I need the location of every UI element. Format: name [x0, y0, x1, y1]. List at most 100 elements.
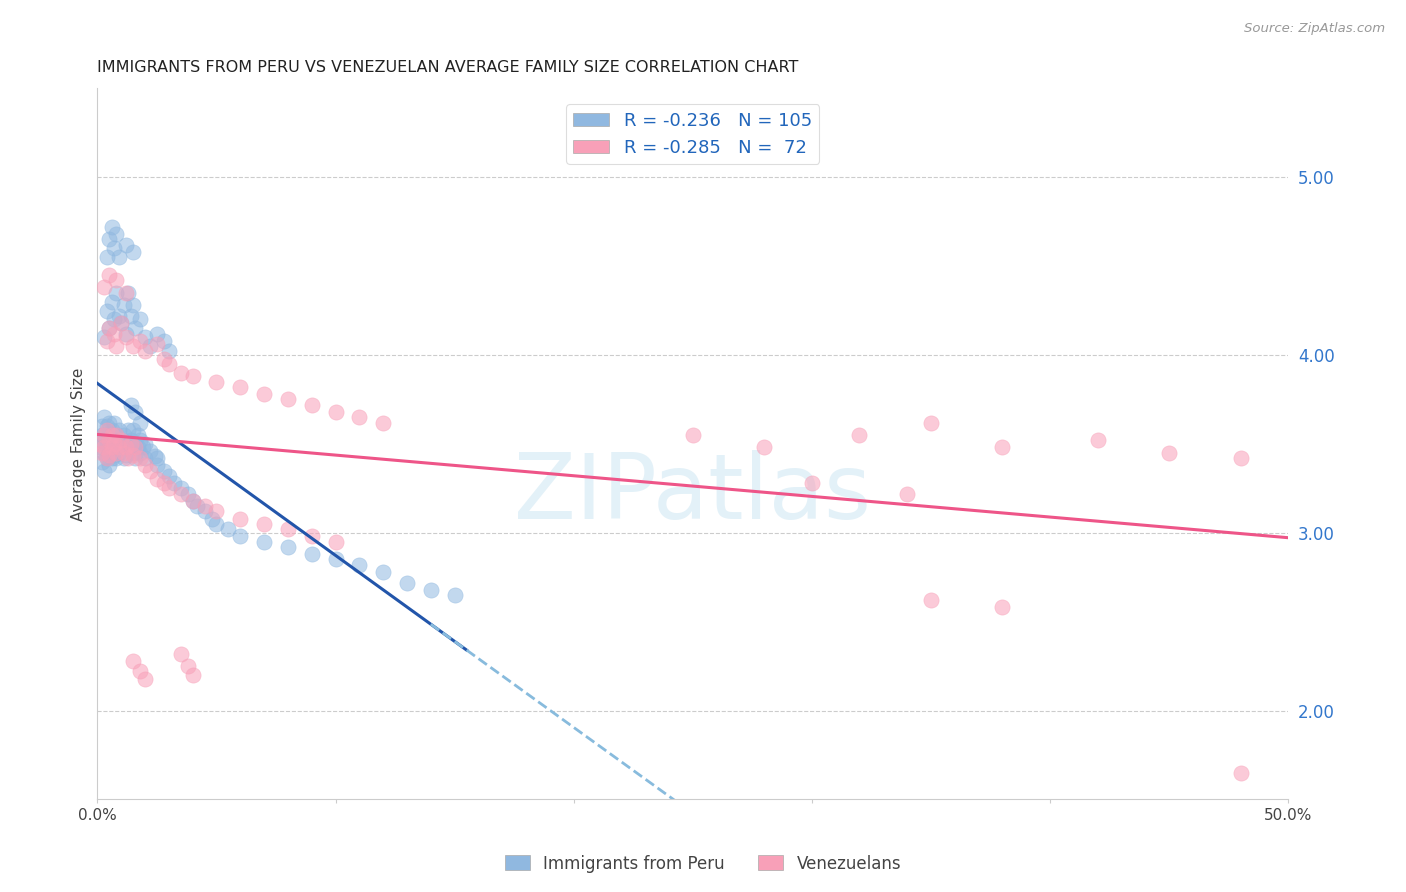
Point	[129, 446, 152, 460]
Point	[325, 552, 347, 566]
Point	[117, 451, 139, 466]
Point	[349, 558, 371, 572]
Point	[103, 326, 125, 341]
Point	[122, 654, 145, 668]
Point	[325, 534, 347, 549]
Point	[157, 468, 180, 483]
Point	[896, 486, 918, 500]
Point	[153, 463, 176, 477]
Point	[91, 428, 114, 442]
Point	[96, 250, 118, 264]
Point	[122, 423, 145, 437]
Point	[373, 565, 395, 579]
Point	[217, 522, 239, 536]
Point	[105, 428, 128, 442]
Point	[134, 451, 156, 466]
Point	[115, 237, 138, 252]
Point	[93, 330, 115, 344]
Point	[129, 416, 152, 430]
Point	[110, 316, 132, 330]
Point	[96, 303, 118, 318]
Point	[201, 511, 224, 525]
Point	[181, 369, 204, 384]
Point	[105, 227, 128, 241]
Point	[157, 357, 180, 371]
Point	[112, 428, 135, 442]
Point	[100, 219, 122, 234]
Point	[96, 451, 118, 466]
Point	[115, 326, 138, 341]
Point	[277, 392, 299, 407]
Point	[193, 504, 215, 518]
Point	[253, 534, 276, 549]
Point	[107, 441, 129, 455]
Point	[117, 423, 139, 437]
Point	[253, 516, 276, 531]
Point	[120, 309, 142, 323]
Point	[800, 475, 823, 490]
Point	[124, 451, 146, 466]
Point	[177, 486, 200, 500]
Point	[98, 428, 121, 442]
Point	[122, 339, 145, 353]
Point	[96, 334, 118, 348]
Point	[170, 647, 193, 661]
Point	[105, 428, 128, 442]
Point	[93, 428, 115, 442]
Point	[105, 451, 128, 466]
Point	[134, 672, 156, 686]
Point	[682, 428, 704, 442]
Point	[107, 437, 129, 451]
Point	[229, 511, 252, 525]
Point	[146, 458, 169, 473]
Point	[89, 434, 111, 448]
Point	[110, 434, 132, 448]
Point	[754, 441, 776, 455]
Point	[103, 437, 125, 451]
Point	[419, 582, 441, 597]
Point	[139, 339, 162, 353]
Point	[301, 529, 323, 543]
Point	[107, 250, 129, 264]
Point	[112, 298, 135, 312]
Text: IMMIGRANTS FROM PERU VS VENEZUELAN AVERAGE FAMILY SIZE CORRELATION CHART: IMMIGRANTS FROM PERU VS VENEZUELAN AVERA…	[97, 60, 799, 75]
Point	[98, 448, 121, 462]
Point	[395, 575, 418, 590]
Point	[110, 316, 132, 330]
Point	[146, 451, 169, 466]
Point	[134, 458, 156, 473]
Point	[96, 419, 118, 434]
Point	[1229, 451, 1251, 466]
Point	[122, 244, 145, 259]
Point	[93, 410, 115, 425]
Point	[98, 446, 121, 460]
Point	[91, 446, 114, 460]
Point	[205, 516, 228, 531]
Point	[96, 441, 118, 455]
Text: ZIPatlas: ZIPatlas	[515, 450, 872, 538]
Point	[112, 451, 135, 466]
Point	[177, 659, 200, 673]
Point	[124, 321, 146, 335]
Y-axis label: Average Family Size: Average Family Size	[72, 368, 86, 521]
Point	[301, 547, 323, 561]
Point	[93, 463, 115, 477]
Point	[107, 446, 129, 460]
Point	[93, 446, 115, 460]
Point	[100, 441, 122, 455]
Point	[277, 522, 299, 536]
Point	[103, 416, 125, 430]
Point	[105, 441, 128, 455]
Point	[186, 499, 208, 513]
Point	[103, 434, 125, 448]
Point	[134, 344, 156, 359]
Point	[181, 668, 204, 682]
Point	[115, 448, 138, 462]
Point	[115, 330, 138, 344]
Point	[134, 330, 156, 344]
Point	[115, 441, 138, 455]
Point	[98, 434, 121, 448]
Text: Source: ZipAtlas.com: Source: ZipAtlas.com	[1244, 22, 1385, 36]
Point	[253, 387, 276, 401]
Point	[1087, 434, 1109, 448]
